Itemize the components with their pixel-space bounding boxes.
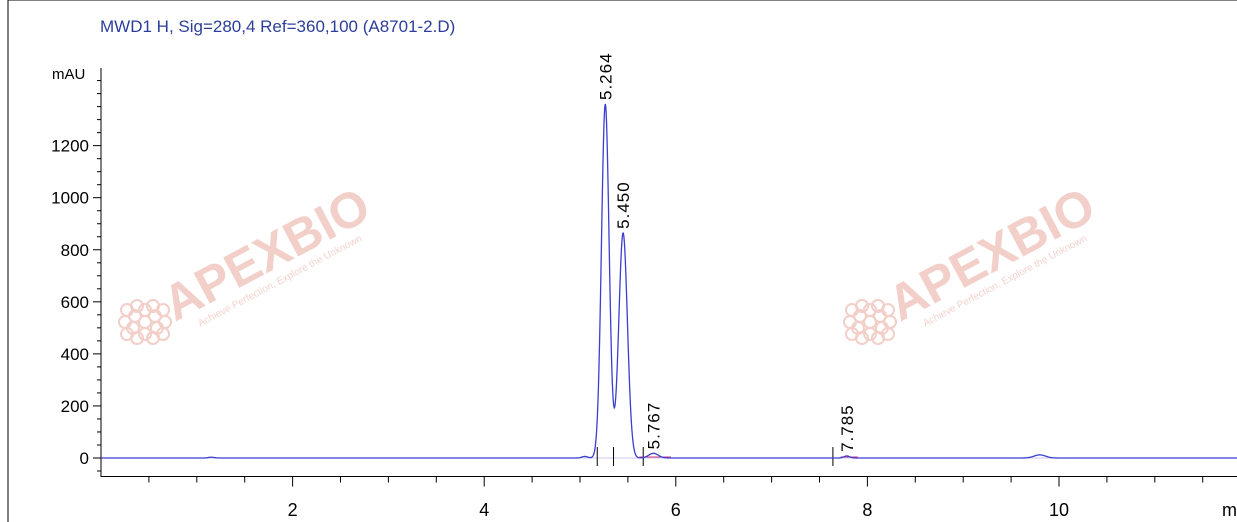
peak-label: 7.785: [838, 404, 857, 452]
y-tick-label: 600: [61, 293, 89, 312]
y-tick-label: 400: [61, 345, 89, 364]
logo-cell: [863, 327, 877, 341]
logo-cell: [138, 327, 152, 341]
y-tick-label: 0: [80, 449, 89, 468]
x-tick-label: 10: [1049, 500, 1069, 520]
y-tick-label: 800: [61, 241, 89, 260]
axes: mAU mi: [52, 66, 1237, 520]
y-ticks: 0 200 400 600 800 1000 1200: [51, 80, 101, 472]
signal-traces: [101, 103, 1237, 459]
y-tick-label: 1000: [51, 189, 89, 208]
x-tick-label: 8: [862, 500, 872, 520]
peak-label: 5.767: [644, 402, 663, 450]
signal-trace: [101, 103, 1237, 459]
logo-cell: [120, 303, 134, 317]
peak-labels: 5.264 5.450 5.767 7.785: [596, 52, 857, 451]
apexbio-logo-icon: [843, 299, 897, 345]
x-tick-label: 4: [479, 500, 489, 520]
logo-cell: [883, 315, 897, 329]
x-axis-label: mi: [1222, 500, 1237, 520]
logo-cell: [843, 315, 857, 329]
logo-cell: [863, 303, 877, 317]
peak-label: 5.264: [596, 52, 615, 100]
watermark-brand: APEXBIO: [879, 177, 1104, 332]
x-tick-label: 2: [288, 500, 298, 520]
x-ticks: 2 4 6 8 10: [148, 476, 1204, 520]
logo-cell: [845, 327, 859, 341]
logo-cell: [158, 315, 172, 329]
logo-cell: [138, 303, 152, 317]
y-axis-label: mAU: [52, 66, 85, 83]
peak-markers: [596, 447, 858, 466]
chart-title: MWD1 H, Sig=280,4 Ref=360,100 (A8701-2.D…: [100, 17, 455, 36]
y-tick-label: 1200: [51, 137, 89, 156]
x-tick-label: 6: [671, 500, 681, 520]
peak-label: 5.450: [614, 181, 633, 229]
apexbio-logo-icon: [118, 299, 172, 345]
logo-cell: [845, 303, 859, 317]
logo-cell: [881, 327, 895, 341]
y-tick-label: 200: [61, 397, 89, 416]
logo-cell: [118, 315, 132, 329]
watermark-brand: APEXBIO: [154, 177, 379, 332]
logo-cell: [120, 327, 134, 341]
logo-cell: [156, 303, 170, 317]
logo-cell: [881, 303, 895, 317]
logo-cell: [156, 327, 170, 341]
